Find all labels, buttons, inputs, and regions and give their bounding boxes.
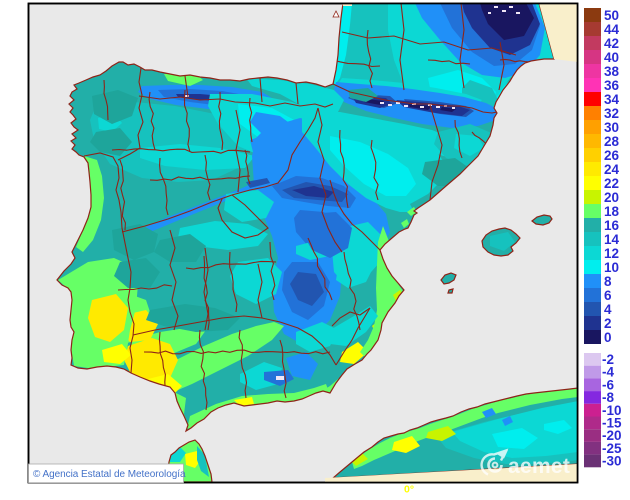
svg-text:-4: -4 [602, 365, 614, 380]
svg-text:12: 12 [604, 246, 619, 261]
svg-text:4: 4 [604, 302, 612, 317]
svg-text:24: 24 [604, 162, 620, 177]
svg-text:28: 28 [604, 134, 620, 149]
svg-text:32: 32 [604, 106, 619, 121]
svg-text:22: 22 [604, 176, 619, 191]
svg-text:-6: -6 [602, 377, 614, 392]
svg-text:0°: 0° [404, 484, 414, 496]
svg-text:30: 30 [604, 120, 619, 135]
svg-text:aemet: aemet [508, 455, 570, 478]
svg-text:8: 8 [604, 274, 612, 289]
svg-text:6: 6 [604, 288, 612, 303]
svg-text:2: 2 [604, 316, 612, 331]
svg-text:© Agencia Estatal de Meteorolo: © Agencia Estatal de Meteorología [33, 469, 186, 480]
svg-text:38: 38 [604, 64, 620, 79]
svg-text:36: 36 [604, 78, 620, 93]
svg-text:-25: -25 [602, 441, 622, 456]
svg-text:0: 0 [604, 330, 612, 345]
svg-text:16: 16 [604, 218, 620, 233]
svg-text:-8: -8 [602, 390, 614, 405]
svg-text:14: 14 [604, 232, 620, 247]
svg-text:40: 40 [604, 50, 619, 65]
svg-text:20: 20 [604, 190, 619, 205]
svg-text:-20: -20 [602, 428, 622, 443]
svg-text:50: 50 [604, 8, 619, 23]
svg-text:34: 34 [604, 92, 620, 107]
svg-text:-30: -30 [602, 454, 622, 469]
svg-text:18: 18 [604, 204, 620, 219]
svg-text:-2: -2 [602, 352, 614, 367]
svg-text:44: 44 [604, 22, 620, 37]
svg-text:42: 42 [604, 36, 619, 51]
svg-text:-10: -10 [602, 403, 622, 418]
svg-text:-15: -15 [602, 416, 622, 431]
svg-text:26: 26 [604, 148, 620, 163]
svg-text:10: 10 [604, 260, 619, 275]
